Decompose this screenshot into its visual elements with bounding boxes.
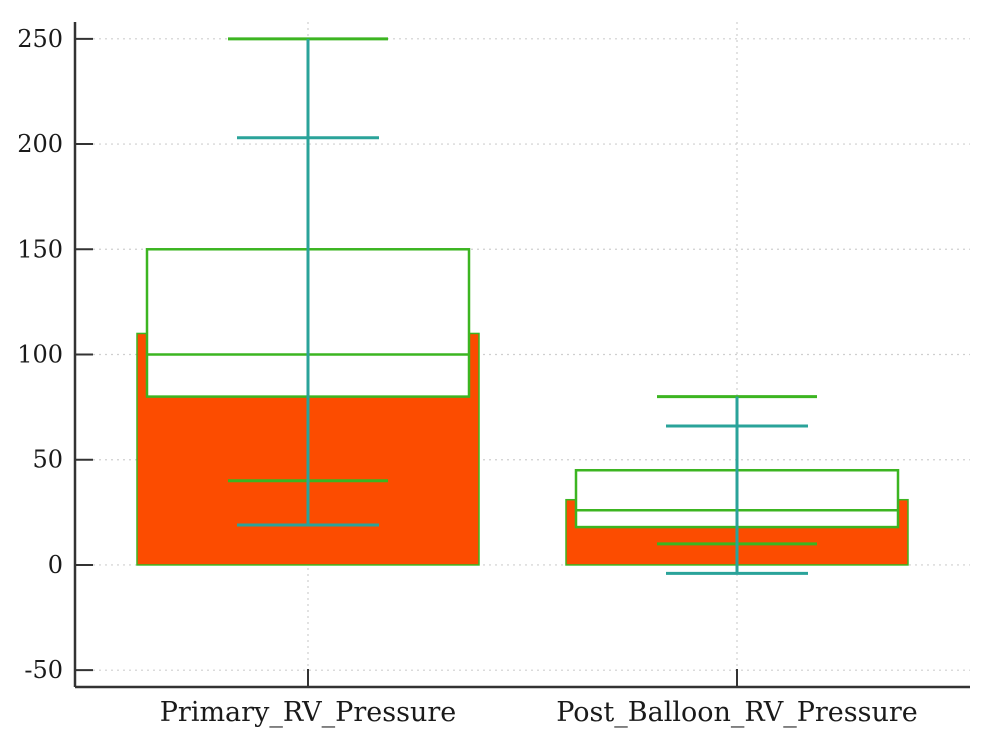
- y-tick-label: 200: [17, 130, 63, 158]
- x-tick-label: Primary_RV_Pressure: [160, 697, 456, 728]
- x-tick-layer: Primary_RV_Pressure Post_Balloon_RV_Press…: [160, 669, 918, 728]
- y-tick-label: 250: [17, 25, 63, 53]
- y-tick-label: -50: [24, 656, 63, 684]
- y-tick-layer: 250 200 150 100 50 0 -50: [17, 25, 93, 684]
- y-tick-label: 50: [32, 446, 63, 474]
- error-bar-layer: [237, 38, 808, 575]
- x-tick-label: Post_Balloon_RV_Pressure: [556, 697, 918, 728]
- y-tick-label: 150: [17, 235, 63, 263]
- y-tick-label: 0: [48, 551, 63, 579]
- y-tick-label: 100: [17, 341, 63, 369]
